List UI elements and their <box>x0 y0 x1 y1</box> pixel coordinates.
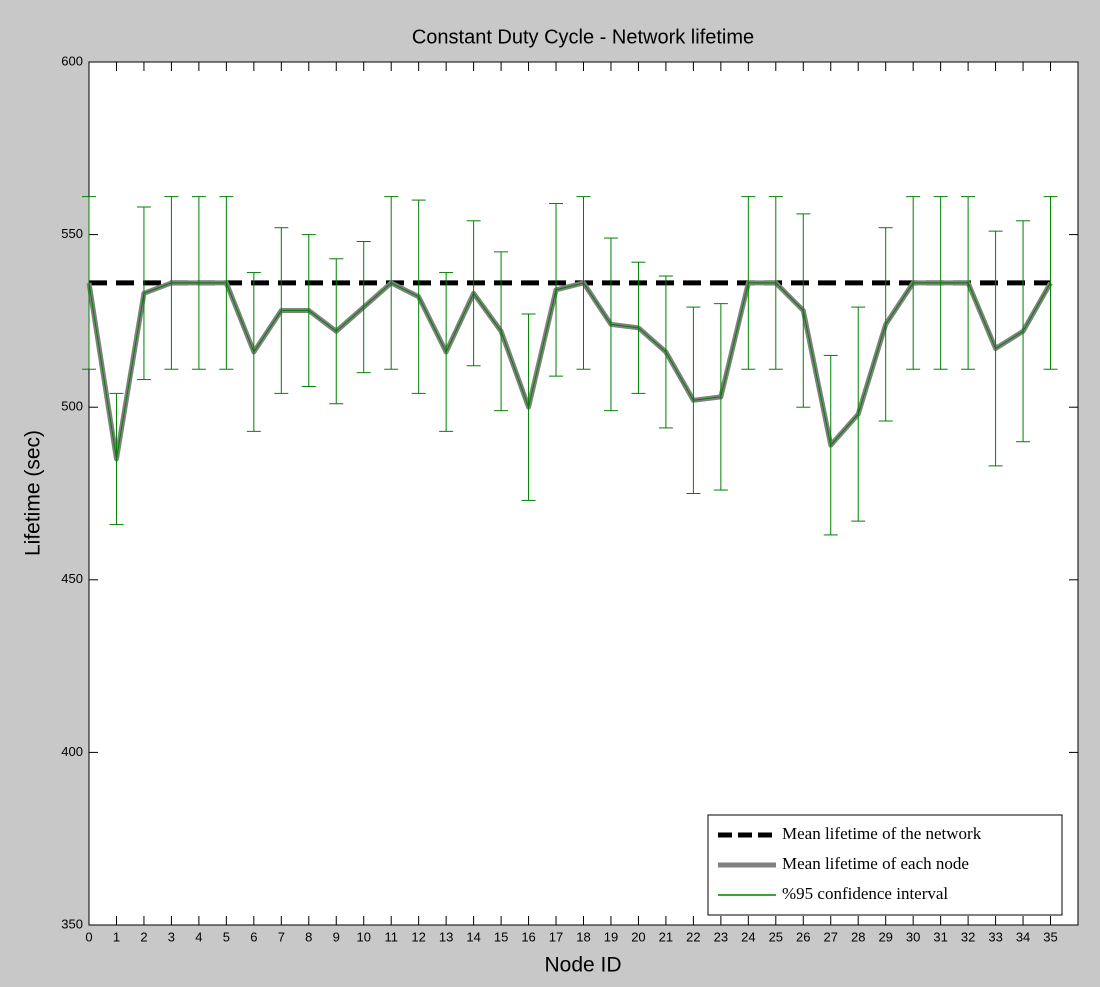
x-tick-label: 9 <box>333 929 340 944</box>
x-tick-label: 2 <box>140 929 147 944</box>
x-tick-label: 5 <box>223 929 230 944</box>
x-tick-label: 33 <box>988 929 1002 944</box>
y-tick-label: 550 <box>61 226 83 241</box>
x-tick-label: 17 <box>549 929 563 944</box>
x-axis-label: Node ID <box>544 954 621 977</box>
x-tick-label: 24 <box>741 929 755 944</box>
x-tick-label: 16 <box>521 929 535 944</box>
x-tick-label: 23 <box>714 929 728 944</box>
y-axis-label: Lifetime (sec) <box>22 430 45 556</box>
x-tick-label: 0 <box>85 929 92 944</box>
plot-area <box>88 61 1079 926</box>
x-tick-label: 31 <box>933 929 947 944</box>
confidence-line <box>88 282 1051 460</box>
x-tick-label: 10 <box>356 929 370 944</box>
x-tick-label: 22 <box>686 929 700 944</box>
x-tick-label: 8 <box>305 929 312 944</box>
x-tick-label: 34 <box>1016 929 1030 944</box>
x-tick-label: 4 <box>195 929 202 944</box>
y-tick-label: 600 <box>61 53 83 68</box>
x-tick-label: 26 <box>796 929 810 944</box>
y-tick-label: 500 <box>61 399 83 414</box>
y-tick-label: 450 <box>61 571 83 586</box>
x-tick-label: 1 <box>113 929 120 944</box>
x-tick-label: 13 <box>439 929 453 944</box>
chart-title: Constant Duty Cycle - Network lifetime <box>412 26 754 48</box>
x-tick-label: 19 <box>604 929 618 944</box>
x-tick-label: 6 <box>250 929 257 944</box>
x-tick-label: 35 <box>1043 929 1057 944</box>
legend-label: Mean lifetime of the network <box>782 824 982 843</box>
x-tick-label: 29 <box>878 929 892 944</box>
x-tick-label: 3 <box>168 929 175 944</box>
y-tick-label: 400 <box>61 744 83 759</box>
x-tick-label: 28 <box>851 929 865 944</box>
legend-label: %95 confidence interval <box>782 884 948 903</box>
x-tick-label: 27 <box>824 929 838 944</box>
x-tick-label: 7 <box>278 929 285 944</box>
x-tick-label: 14 <box>466 929 480 944</box>
x-tick-label: 12 <box>411 929 425 944</box>
x-tick-label: 15 <box>494 929 508 944</box>
legend-box <box>707 814 1063 916</box>
x-tick-label: 21 <box>659 929 673 944</box>
x-tick-label: 30 <box>906 929 920 944</box>
x-tick-label: 25 <box>769 929 783 944</box>
x-tick-label: 32 <box>961 929 975 944</box>
x-tick-label: 20 <box>631 929 645 944</box>
legend-label: Mean lifetime of each node <box>782 854 969 873</box>
y-tick-label: 350 <box>61 916 83 931</box>
x-tick-label: 18 <box>576 929 590 944</box>
x-tick-label: 11 <box>384 929 398 944</box>
